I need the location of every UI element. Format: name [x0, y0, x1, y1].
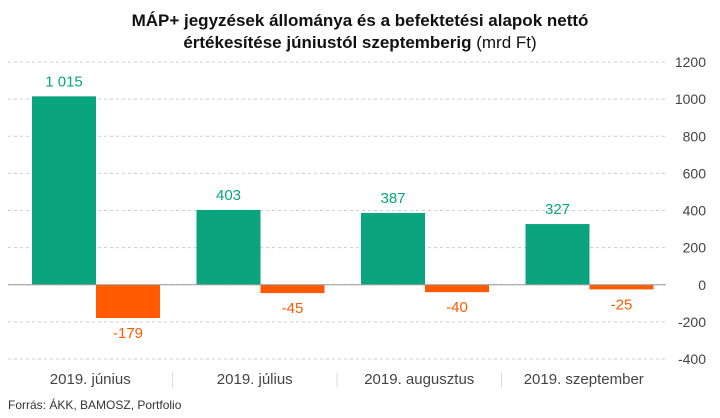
- x-category-label: 2019. július: [217, 371, 293, 388]
- y-tick-label: 600: [683, 165, 707, 181]
- bar-positive: [361, 212, 425, 285]
- data-label-positive: 1 015: [45, 73, 83, 90]
- source-note: Forrás: ÁKK, BAMOSZ, Portfolio: [8, 398, 182, 412]
- y-tick-label: 800: [683, 128, 707, 144]
- bar-positive: [32, 96, 96, 285]
- y-tick-label: -400: [678, 351, 706, 367]
- data-label-negative: -40: [446, 299, 468, 316]
- y-tick-label: 200: [683, 240, 707, 256]
- data-label-positive: 387: [380, 190, 405, 207]
- y-tick-label: 0: [698, 277, 706, 293]
- chart-title: MÁP+ jegyzések állománya és a befektetés…: [0, 10, 720, 54]
- bar-positive: [525, 224, 590, 285]
- bar-positive: [196, 209, 261, 285]
- data-label-negative: -45: [282, 300, 304, 317]
- chart-title-unit: (mrd Ft): [476, 33, 537, 52]
- chart-title-line1: MÁP+ jegyzések állománya és a befektetés…: [131, 11, 589, 30]
- x-category-label: 2019. június: [50, 371, 131, 388]
- data-label-negative: -25: [611, 296, 633, 313]
- data-label-positive: 403: [216, 187, 241, 204]
- y-tick-label: 400: [683, 203, 707, 219]
- chart-title-line2: értékesítése júniustól szeptemberig: [183, 33, 472, 52]
- y-tick-label: -200: [678, 314, 706, 330]
- data-label-negative: -179: [113, 325, 143, 342]
- bar-negative: [425, 284, 489, 293]
- bar-negative: [589, 284, 654, 290]
- x-category-label: 2019. szeptember: [524, 371, 644, 388]
- bar-negative: [260, 284, 325, 294]
- bar-negative: [96, 284, 160, 318]
- data-label-positive: 327: [545, 201, 570, 218]
- y-tick-label: 1000: [675, 91, 706, 107]
- y-tick-label: 1200: [675, 54, 706, 70]
- x-category-label: 2019. augusztus: [364, 371, 474, 388]
